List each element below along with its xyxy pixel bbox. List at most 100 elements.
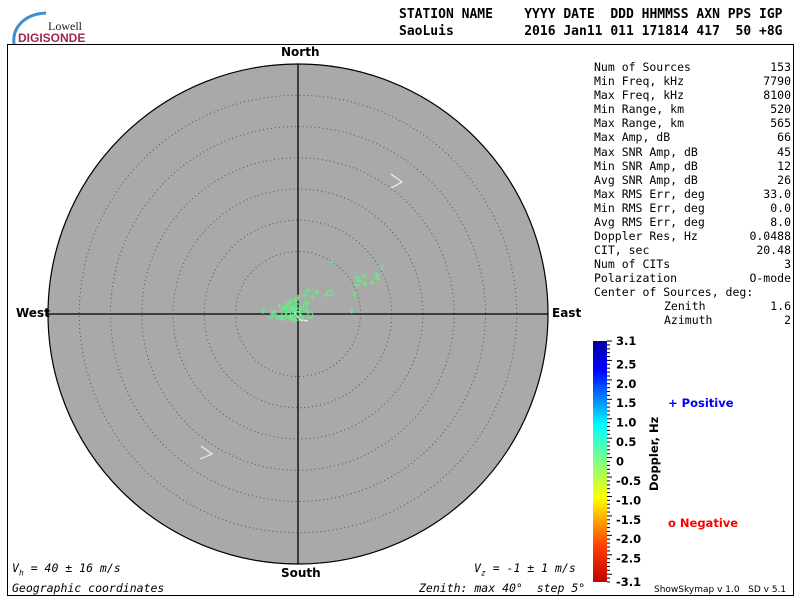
source-positive-point: [368, 279, 375, 286]
stat-value: 520: [770, 102, 791, 117]
colorbar-tick-label: -2.0: [616, 532, 641, 546]
stat-value: 33.0: [763, 186, 791, 201]
source-negative-point: [307, 312, 314, 319]
stat-value: O-mode: [749, 271, 791, 286]
center-azimuth: Azimuth 2: [594, 313, 791, 327]
colorbar-tick-label: -1.5: [616, 513, 641, 527]
source-positive-point: [301, 292, 308, 299]
source-positive-point: [278, 307, 285, 314]
source-positive-point: [373, 272, 380, 279]
logo-lowell: Lowell: [48, 19, 82, 33]
source-positive-point: [276, 314, 283, 321]
stat-row: Min Freq, kHz 7790: [594, 74, 791, 88]
source-positive-point: [310, 294, 316, 301]
colorbar-tick-label: 1.0: [616, 416, 636, 430]
source-positive-point: [291, 297, 298, 304]
center-title: Center of Sources, deg:: [594, 285, 791, 299]
header-values: SaoLuis 2016 Jan11 011 171814 417 50 +8G: [399, 24, 783, 39]
stat-value: 153: [770, 60, 791, 74]
stat-row: Avg SNR Amp, dB 26: [594, 173, 791, 187]
stat-row: Num of Sources 153: [594, 60, 791, 74]
source-positive-point: [353, 274, 360, 281]
colorbar-tick-label: 0: [616, 455, 624, 469]
stat-value: 8.0: [770, 215, 791, 230]
colorbar-tick-label: -2.5: [616, 552, 641, 566]
source-positive-point: [356, 277, 363, 284]
frame-top: [7, 44, 794, 45]
stat-value: 26: [777, 172, 791, 187]
zenith-scale-label: Zenith: max 40° step 5°: [419, 581, 586, 595]
center-of-sources: Center of Sources, deg: Zenith 1.6 Azimut…: [594, 285, 791, 327]
colorbar-tick-label: -3.1: [616, 575, 641, 589]
center-zenith: Zenith 1.6: [594, 299, 791, 313]
stat-value: 0.0: [770, 200, 791, 215]
label-south: South: [281, 566, 321, 580]
source-positive-point: [351, 291, 358, 297]
stat-value: 12: [777, 158, 791, 173]
source-positive-point: [328, 259, 335, 266]
stat-label: Max Amp, dB: [594, 130, 671, 145]
stat-value: 0.0488: [749, 229, 791, 244]
stat-row: Min SNR Amp, dB 12: [594, 159, 791, 173]
colorbar-tick-label: 2.0: [616, 377, 636, 391]
source-positive-point: [303, 307, 310, 314]
stat-row: Num of CITs 3: [594, 257, 791, 271]
center-title-text: Center of Sources, deg:: [594, 285, 754, 299]
azimuth-label: Azimuth: [664, 313, 713, 328]
colorbar-tick-label: 1.5: [616, 396, 636, 410]
source-positive-point: [300, 303, 307, 310]
stat-row: Max Freq, kHz 8100: [594, 88, 791, 102]
legend-positive: + Positive: [668, 396, 734, 410]
source-positive-point: [276, 302, 283, 309]
stat-value: 3: [784, 257, 791, 272]
source-positive-point: [323, 292, 330, 299]
stat-label: Max SNR Amp, dB: [594, 144, 698, 159]
stat-row: Min Range, km 520: [594, 102, 791, 116]
source-positive-point: [353, 282, 360, 289]
source-positive-point: [266, 314, 273, 321]
legend-negative: o Negative: [668, 516, 739, 530]
stat-row: Doppler Res, Hz 0.0488: [594, 229, 791, 243]
colorbar-tick-label: 2.5: [616, 357, 636, 371]
stats-panel: Num of Sources 153 Min Freq, kHz 7790 Max Fr…: [594, 60, 791, 286]
source-positive-point: [361, 272, 368, 279]
stat-label: Polarization: [594, 271, 678, 286]
source-positive-point: [287, 298, 294, 305]
source-positive-point: [295, 294, 301, 301]
stat-row: Min RMS Err, deg 0.0: [594, 201, 791, 215]
stat-label: Num of Sources: [594, 60, 691, 74]
coordinates-label: Geographic coordinates: [12, 581, 165, 595]
source-positive-point: [378, 264, 385, 271]
source-positive-point: [283, 309, 290, 316]
source-positive-point: [293, 301, 300, 307]
source-negative-point: [326, 289, 333, 296]
stat-row: Max RMS Err, deg 33.0: [594, 187, 791, 201]
source-positive-point: [293, 308, 300, 315]
header-labels: STATION NAME YYYY DATE DDD HHMMSS AXN PP…: [399, 7, 783, 22]
label-east: East: [552, 306, 582, 320]
stat-label: Max Freq, kHz: [594, 88, 685, 103]
vz-readout: Vz = -1 ± 1 m/s: [474, 561, 576, 578]
stat-row: Avg RMS Err, deg 8.0: [594, 215, 791, 229]
label-west: West: [16, 306, 50, 320]
source-positive-point: [361, 281, 368, 287]
stat-label: Min Freq, kHz: [594, 74, 685, 89]
stat-value: 66: [777, 130, 791, 145]
stat-label: Doppler Res, Hz: [594, 229, 698, 244]
source-positive-point: [291, 311, 298, 318]
colorbar-tick-label: 3.1: [616, 334, 636, 348]
stat-label: Avg RMS Err, deg: [594, 215, 705, 230]
source-positive-point: [375, 276, 381, 282]
colorbar-title: Doppler, Hz: [647, 416, 661, 491]
stat-label: Max Range, km: [594, 116, 685, 131]
source-positive-point: [286, 306, 293, 312]
stat-label: Min Range, km: [594, 102, 685, 117]
colorbar-tick-label: -1.0: [616, 493, 641, 507]
stat-value: 565: [770, 116, 791, 131]
source-positive-point: [280, 316, 286, 322]
stat-row: Polarization O-mode: [594, 271, 791, 285]
source-positive-point: [292, 317, 299, 324]
stat-value: 7790: [763, 74, 791, 89]
stat-label: Num of CITs: [594, 257, 671, 272]
